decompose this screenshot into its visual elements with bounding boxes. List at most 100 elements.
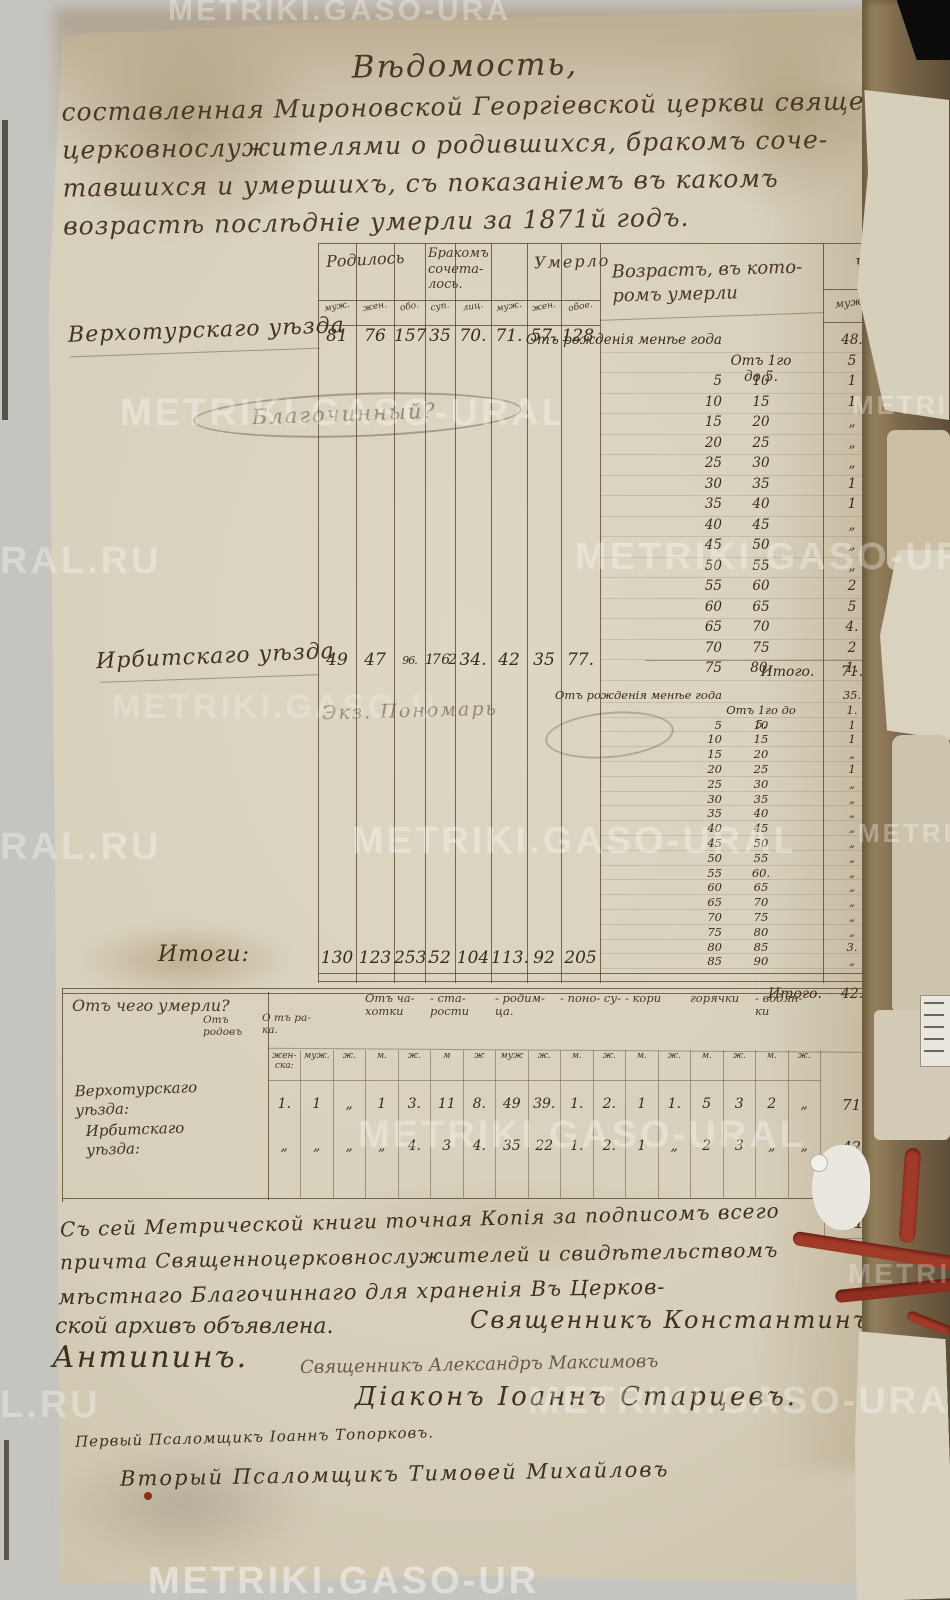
- male-count: „: [849, 895, 855, 910]
- age-from: 25: [707, 776, 722, 791]
- value-cell: 2: [702, 1138, 712, 1154]
- age-from: 55: [707, 865, 722, 880]
- male-count: 1: [847, 496, 857, 512]
- male-count: „: [849, 924, 855, 939]
- male-count: 4.: [845, 619, 859, 635]
- age-from: 20: [704, 434, 722, 451]
- main-table-subheaders: муж. жен. обо. суп. лиц. муж. жен. обое.: [318, 300, 600, 314]
- value-cell: „: [768, 1138, 776, 1154]
- subheader-cell: жен- ска:: [271, 1051, 297, 1071]
- rule-line: [820, 1050, 821, 1198]
- male-count: „: [849, 821, 855, 836]
- scan-edge-artifact: [2, 120, 8, 420]
- age-to: 80.: [750, 660, 772, 676]
- age-at-death-table-2: Отъ рожденія менѣе года 35. 24. Отъ 1го …: [555, 688, 940, 970]
- male-count: 1: [848, 732, 856, 747]
- rule-line: [398, 1050, 399, 1198]
- age-from: 50: [704, 557, 722, 574]
- value-cell: 11: [437, 1096, 456, 1112]
- age-to: 80: [753, 924, 769, 939]
- value-cell: 3: [734, 1096, 744, 1112]
- rule-line: [62, 988, 930, 989]
- age-to: 65: [753, 880, 769, 895]
- rule-line: [394, 243, 395, 983]
- row-label-verkhoturskiy: Верхотурскаго уѣзда:: [74, 1078, 198, 1120]
- age-from: 70: [704, 639, 722, 656]
- age-from: Отъ рожденія менѣе года: [525, 332, 722, 348]
- male-count: „: [849, 791, 855, 806]
- age-from: Отъ рожденія менѣе года: [554, 688, 722, 702]
- age-to: 20: [753, 747, 769, 762]
- value-cell: 123: [358, 948, 392, 968]
- rule-line: [268, 1080, 821, 1081]
- male-count: „: [849, 954, 855, 969]
- value-cell: 3.: [407, 1096, 421, 1112]
- causes-row-values: „ „ „ „ 4. 3 4. 35 22 1. 2. 1 „ 2 3 „ „: [268, 1138, 821, 1154]
- age-from: 85: [707, 954, 722, 969]
- value-cell: 17 62: [425, 652, 457, 668]
- age-from: 80: [707, 939, 722, 954]
- age-from: 30: [707, 791, 722, 806]
- male-count: 5: [847, 352, 857, 369]
- age-from: 40: [707, 821, 722, 836]
- subheader-cell: ж.: [732, 1051, 746, 1061]
- age-to: 65: [752, 598, 770, 615]
- value-cell: 92: [533, 948, 555, 968]
- male-count: 1: [847, 475, 857, 492]
- age-to: 75: [753, 909, 769, 924]
- rule-line: [600, 243, 601, 983]
- age-to: 40: [752, 496, 770, 512]
- total-label: Итого.: [760, 664, 815, 680]
- age-from: 55: [704, 578, 722, 594]
- male-count: „: [848, 434, 856, 451]
- male-count: „: [849, 776, 855, 791]
- male-count: „: [849, 806, 855, 821]
- red-dot: [144, 1492, 152, 1500]
- value-cell: 49: [502, 1096, 521, 1112]
- age-row: 45 50 „ 4.: [600, 537, 940, 558]
- value-cell: 253.: [394, 948, 432, 968]
- value-cell: „: [313, 1138, 321, 1154]
- value-cell: 1: [312, 1096, 322, 1112]
- rule-line: [318, 325, 600, 326]
- value-cell: 1: [637, 1096, 647, 1112]
- cause-cancer: О тъ ра- ка.: [262, 1012, 311, 1037]
- table-row-values: 81 76 157 35 70. 71. 57. 128.: [318, 326, 600, 346]
- age-to: 75: [752, 639, 770, 656]
- male-count: 2: [847, 578, 857, 594]
- age-row: 70 75 „ „: [600, 910, 940, 925]
- row-total-male: 71.: [842, 1096, 866, 1114]
- priest-name-1: Священникъ Константинъ: [470, 1306, 871, 1334]
- causes-row-values: 1. 1 „ 1 3. 11 8. 49 39. 1. 2. 1 1. 5 3 2 „: [268, 1096, 821, 1112]
- value-cell: 1: [377, 1096, 387, 1112]
- age-to: 45: [752, 516, 770, 533]
- subheader-cell: ж.: [407, 1051, 421, 1061]
- male-count: 35.: [842, 688, 862, 702]
- age-from: 45: [707, 835, 722, 850]
- value-cell: 2: [767, 1096, 777, 1112]
- column-group-age-at-death: Возрастъ, въ кото- ромъ умерли: [611, 256, 803, 307]
- rule-line: [62, 988, 63, 1202]
- value-cell: 2.: [602, 1096, 616, 1112]
- male-count: „: [849, 835, 855, 850]
- value-cell: 57.: [530, 326, 558, 346]
- rule-line: [690, 1050, 691, 1198]
- male-count: „: [848, 557, 856, 574]
- cause-label: - водян- ки: [755, 991, 803, 1019]
- value-cell: 47: [364, 650, 386, 670]
- age-to: 20: [752, 414, 770, 430]
- value-cell: „: [800, 1096, 808, 1112]
- age-to: 10: [752, 373, 770, 389]
- value-cell: 1.: [570, 1096, 584, 1112]
- signature-deacon: Діаконъ Іоаннъ Старцевъ.: [355, 1382, 799, 1412]
- rule-line: [561, 243, 562, 983]
- rule-line: [365, 1050, 366, 1198]
- value-cell: 71.: [495, 326, 523, 346]
- cause-label: горячки: [690, 991, 740, 1005]
- rule-line: [318, 243, 938, 244]
- male-count: 1.: [845, 660, 859, 676]
- value-cell: „: [670, 1138, 678, 1154]
- column-group-died: Умерло: [533, 250, 611, 273]
- value-cell: 96.: [402, 654, 418, 667]
